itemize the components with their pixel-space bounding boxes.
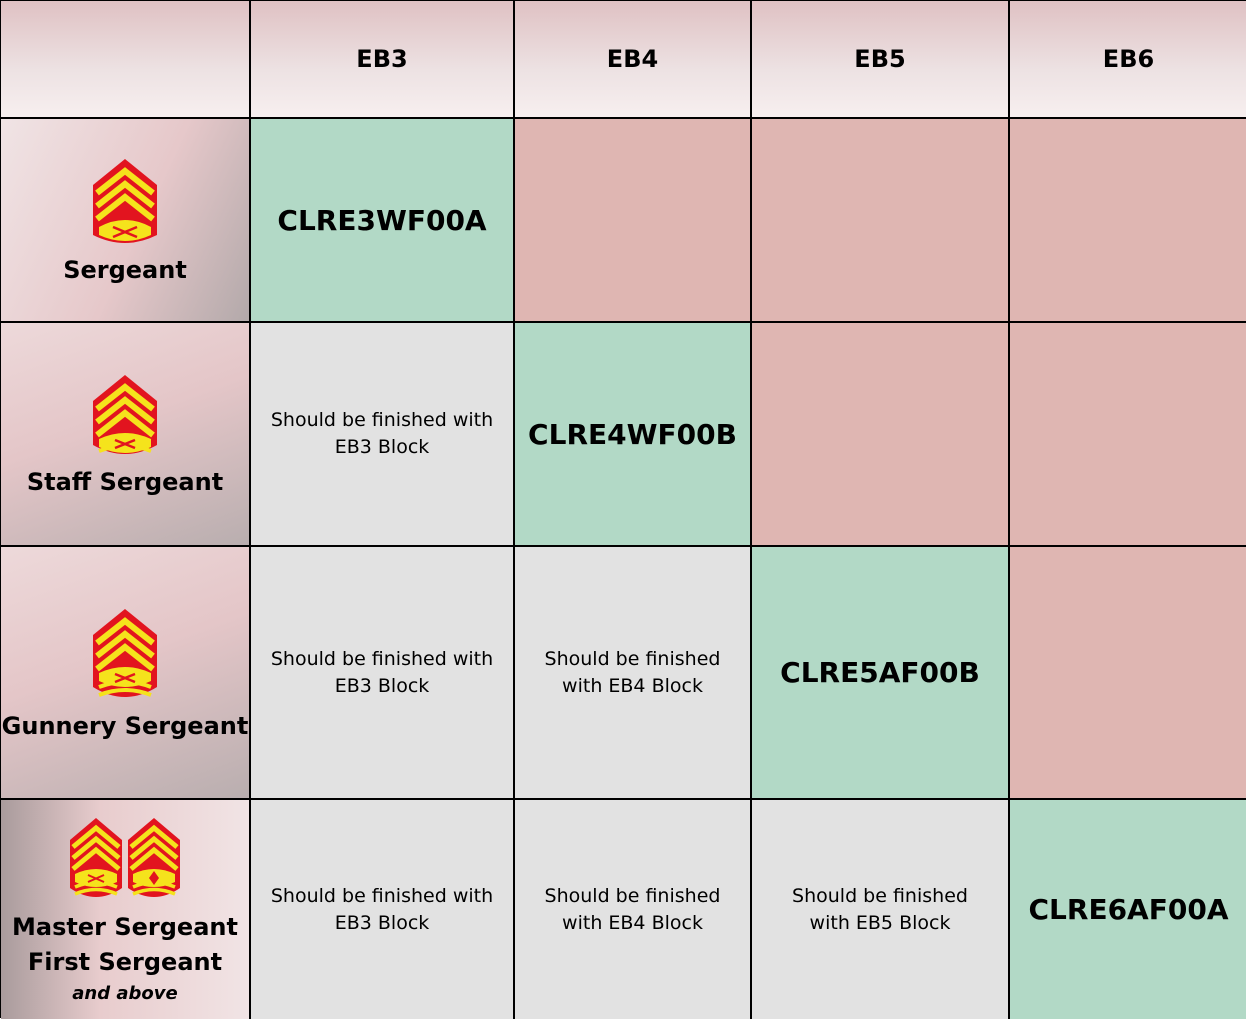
- gunnery-sergeant-chevron-icon: [93, 609, 157, 697]
- column-header-eb4: EB4: [515, 1, 752, 119]
- rank-cell-gunnery-sergeant: Gunnery Sergeant: [1, 547, 251, 800]
- course-cell-staff-eb4: CLRE4WF00B: [515, 323, 752, 547]
- sergeant-chevron-icon: [93, 158, 157, 243]
- rank-cell-master-first-sergeant: Master Sergeant First Sergeant and above: [1, 800, 251, 1019]
- empty-cell-sergeant-eb5: [752, 119, 1010, 323]
- empty-cell-sergeant-eb6: [1010, 119, 1246, 323]
- column-header-eb3: EB3: [251, 1, 515, 119]
- course-cell-sergeant-eb3: CLRE3WF00A: [251, 119, 515, 323]
- empty-cell-sergeant-eb4: [515, 119, 752, 323]
- column-header-eb5: EB5: [752, 1, 1010, 119]
- empty-cell-gunnery-eb6: [1010, 547, 1246, 800]
- completed-cell-master-eb5: Should be finished with EB5 Block: [752, 800, 1010, 1019]
- empty-cell-staff-eb6: [1010, 323, 1246, 547]
- first-sergeant-chevron-icon: [128, 817, 180, 897]
- completed-cell-master-eb4: Should be finished with EB4 Block: [515, 800, 752, 1019]
- course-cell-gunnery-eb5: CLRE5AF00B: [752, 547, 1010, 800]
- column-header-eb6: EB6: [1010, 1, 1246, 119]
- completed-cell-gunnery-eb4: Should be finished with EB4 Block: [515, 547, 752, 800]
- rank-name-sergeant: Sergeant: [63, 255, 187, 284]
- completed-cell-staff-eb3: Should be finished with EB3 Block: [251, 323, 515, 547]
- course-cell-master-eb6: CLRE6AF00A: [1010, 800, 1246, 1019]
- corner-header: [1, 1, 251, 119]
- rank-name-first-sergeant: First Sergeant: [27, 947, 223, 976]
- staff-sergeant-chevron-icon: [93, 374, 157, 454]
- completed-cell-gunnery-eb3: Should be finished with EB3 Block: [251, 547, 515, 800]
- rank-cell-staff-sergeant: Staff Sergeant: [1, 323, 251, 547]
- rank-cell-sergeant: Sergeant: [1, 119, 251, 323]
- master-sergeant-chevron-icon: [70, 817, 122, 897]
- rank-subtitle-and-above: and above: [72, 982, 178, 1004]
- completed-cell-master-eb3: Should be finished with EB3 Block: [251, 800, 515, 1019]
- rank-name-gunnery-sergeant: Gunnery Sergeant: [1, 712, 249, 740]
- rank-name-master-sergeant: Master Sergeant: [12, 912, 238, 941]
- empty-cell-staff-eb5: [752, 323, 1010, 547]
- rank-name-staff-sergeant: Staff Sergeant: [26, 467, 224, 496]
